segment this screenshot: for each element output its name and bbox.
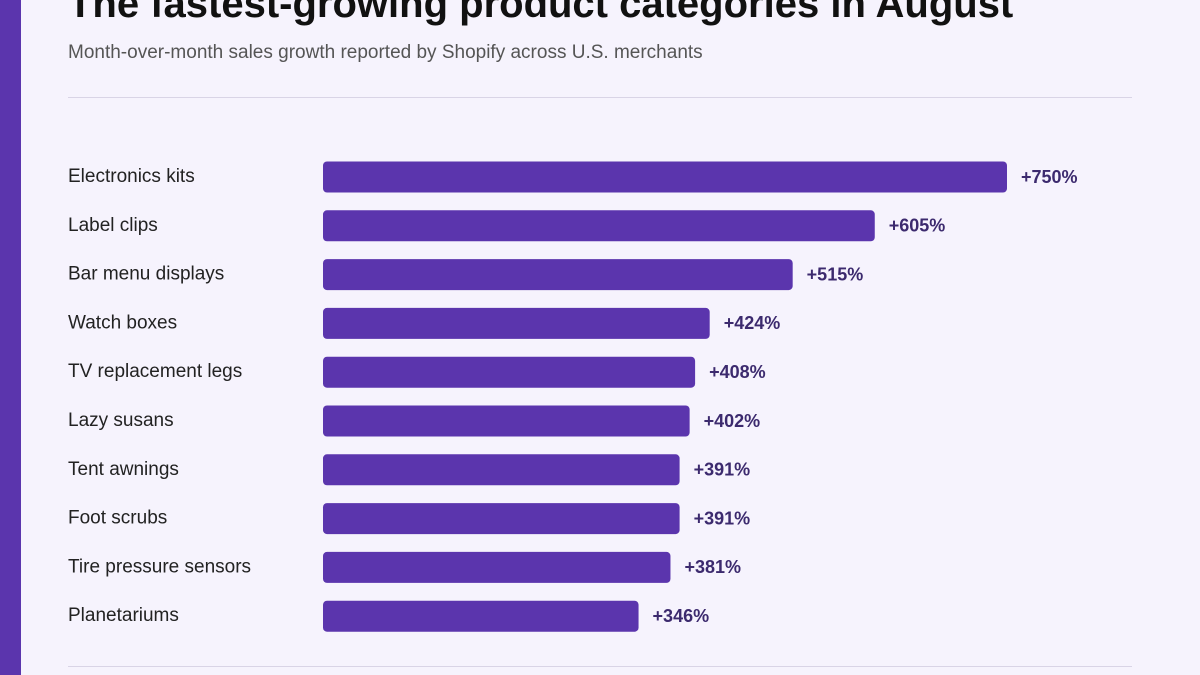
bar — [323, 551, 671, 583]
bar-row-watch-boxes: Watch boxes +424% — [68, 307, 781, 339]
bar-row-bar-menu-displays: Bar menu displays +515% — [68, 259, 864, 291]
category-label: Label clips — [68, 215, 158, 236]
value-label: +381% — [684, 557, 741, 577]
top-divider — [68, 97, 1132, 98]
bar — [323, 210, 875, 242]
category-label: Tire pressure sensors — [68, 556, 251, 577]
bar — [323, 356, 696, 388]
bar — [323, 503, 680, 535]
bar-row-tent-awnings: Tent awnings +391% — [68, 454, 751, 486]
bar — [323, 454, 680, 486]
value-label: +402% — [704, 411, 761, 431]
bar-row-lazy-susans: Lazy susans +402% — [68, 405, 761, 437]
category-label: Foot scrubs — [68, 508, 167, 529]
bottom-divider — [68, 666, 1132, 667]
category-label: Tent awnings — [68, 459, 179, 480]
bar-row-planetariums: Planetariums +346% — [68, 600, 710, 632]
value-label: +750% — [1021, 167, 1078, 187]
bar-row-tv-replacement-legs: TV replacement legs +408% — [68, 356, 766, 388]
bar — [323, 259, 793, 291]
category-label: Watch boxes — [68, 312, 177, 333]
value-label: +391% — [694, 460, 751, 480]
category-label: Planetariums — [68, 605, 179, 626]
accent-bar — [0, 0, 21, 675]
value-label: +391% — [694, 508, 751, 528]
category-label: Lazy susans — [68, 410, 174, 431]
bar — [323, 161, 1007, 193]
value-label: +408% — [709, 362, 766, 382]
value-label: +346% — [653, 606, 710, 626]
bar-row-label-clips: Label clips +605% — [68, 210, 946, 242]
category-label: Bar menu displays — [68, 264, 224, 285]
bar-row-tire-pressure-sensors: Tire pressure sensors +381% — [68, 551, 741, 583]
category-label: TV replacement legs — [68, 361, 242, 382]
chart-subtitle: Month-over-month sales growth reported b… — [68, 42, 703, 63]
bar-row-electronics-kits: Electronics kits +750% — [68, 161, 1078, 193]
bar — [323, 307, 710, 339]
chart-title: The fastest-growing product categories i… — [68, 0, 1014, 26]
value-label: +605% — [889, 216, 946, 236]
category-label: Electronics kits — [68, 166, 195, 187]
bar — [323, 600, 639, 632]
value-label: +424% — [724, 313, 781, 333]
value-label: +515% — [807, 264, 864, 284]
bar-row-foot-scrubs: Foot scrubs +391% — [68, 503, 751, 535]
bar — [323, 405, 690, 437]
